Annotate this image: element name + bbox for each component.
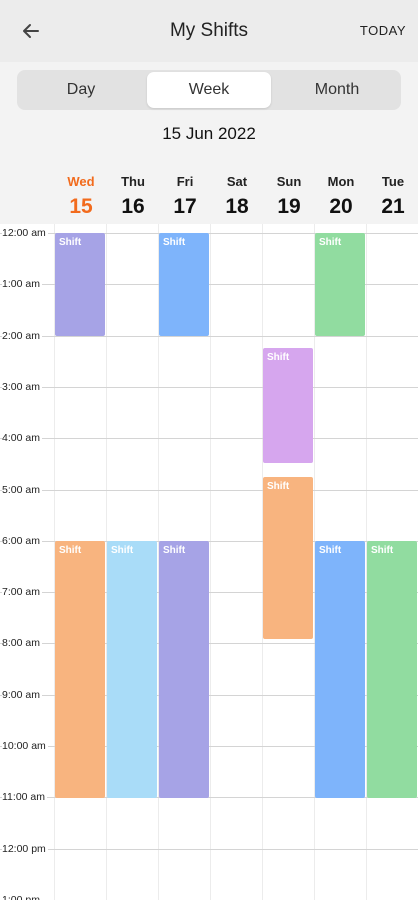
hour-label: 12:00 am xyxy=(2,227,48,239)
view-switcher: Day Week Month xyxy=(17,70,401,110)
hour-gridline xyxy=(0,797,418,798)
shift-block[interactable]: Shift xyxy=(263,477,313,639)
shift-block[interactable]: Shift xyxy=(55,541,105,798)
hour-label: 7:00 am xyxy=(2,586,42,598)
hour-gridline xyxy=(0,387,418,388)
hour-gridline xyxy=(0,438,418,439)
shift-block[interactable]: Shift xyxy=(315,233,365,336)
hour-label: 6:00 am xyxy=(2,535,42,547)
hour-gridline xyxy=(0,695,418,696)
day-name: Fri xyxy=(176,174,194,189)
hour-label: 11:00 am xyxy=(2,791,47,803)
hour-label: 3:00 am xyxy=(2,381,42,393)
day-name: Wed xyxy=(67,174,95,189)
day-column-divider xyxy=(54,224,55,900)
day-name: Sat xyxy=(226,174,248,189)
hour-label: 2:00 am xyxy=(2,330,42,342)
app-header: My Shifts TODAY xyxy=(0,0,418,62)
day-number: 19 xyxy=(277,195,301,218)
day-header-tue[interactable]: Tue 21 xyxy=(367,174,418,219)
shift-label: Shift xyxy=(59,545,82,556)
shift-block[interactable]: Shift xyxy=(159,541,209,798)
hour-label: 12:00 pm xyxy=(2,843,48,855)
tab-week[interactable]: Week xyxy=(147,72,271,108)
hour-label: 4:00 am xyxy=(2,432,42,444)
shift-label: Shift xyxy=(267,481,290,492)
hour-label: 9:00 am xyxy=(2,689,42,701)
shift-block[interactable]: Shift xyxy=(107,541,157,798)
hour-gridline xyxy=(0,284,418,285)
today-button[interactable]: TODAY xyxy=(359,23,406,38)
day-number: 20 xyxy=(329,195,353,218)
shift-block[interactable]: Shift xyxy=(367,541,417,798)
current-date: 15 Jun 2022 xyxy=(162,124,256,143)
hour-gridline xyxy=(0,336,418,337)
tab-month[interactable]: Month xyxy=(314,81,360,98)
day-column-divider xyxy=(262,224,263,900)
shift-label: Shift xyxy=(371,545,394,556)
day-column-divider xyxy=(210,224,211,900)
shift-label: Shift xyxy=(163,545,186,556)
day-number: 18 xyxy=(225,195,249,218)
shift-label: Shift xyxy=(111,545,134,556)
hour-label: 8:00 am xyxy=(2,637,42,649)
hour-label: 1:00 pm xyxy=(2,894,42,900)
day-name: Thu xyxy=(121,174,145,189)
day-name: Tue xyxy=(381,174,405,189)
calendar-toolbar: Day Week Month 15 Jun 2022 Wed 15 Thu 16… xyxy=(0,62,418,224)
hour-label: 10:00 am xyxy=(2,740,48,752)
shift-block[interactable]: Shift xyxy=(55,233,105,336)
arrow-left-icon xyxy=(16,16,46,46)
tab-day[interactable]: Day xyxy=(66,81,96,98)
day-header-fri[interactable]: Fri 17 xyxy=(159,174,211,219)
day-header-wed[interactable]: Wed 15 xyxy=(55,174,107,219)
day-header-mon[interactable]: Mon 20 xyxy=(315,174,367,219)
hour-gridline xyxy=(0,490,418,491)
hour-label: 1:00 am xyxy=(2,278,42,290)
day-name: Mon xyxy=(327,174,355,189)
hour-gridline xyxy=(0,746,418,747)
day-number: 16 xyxy=(121,195,145,218)
day-number: 17 xyxy=(173,195,197,218)
hour-gridline xyxy=(0,849,418,850)
page-title: My Shifts xyxy=(169,20,249,41)
shift-block[interactable]: Shift xyxy=(159,233,209,336)
day-name: Sun xyxy=(276,174,302,189)
shift-label: Shift xyxy=(319,545,342,556)
day-number: 15 xyxy=(69,195,93,218)
day-column-divider xyxy=(366,224,367,900)
shift-label: Shift xyxy=(59,237,82,248)
hour-gridline xyxy=(0,233,418,234)
hour-gridline xyxy=(0,643,418,644)
shift-label: Shift xyxy=(267,352,290,363)
hour-gridline xyxy=(0,592,418,593)
shift-block[interactable]: Shift xyxy=(315,541,365,798)
week-grid[interactable]: 12:00 am 1:00 am 2:00 am 3:00 am 4:00 am 5:00… xyxy=(0,224,418,900)
shift-label: Shift xyxy=(163,237,186,248)
day-number: 21 xyxy=(381,195,405,218)
shift-block[interactable]: Shift xyxy=(263,348,313,463)
day-header-sat[interactable]: Sat 18 xyxy=(211,174,263,219)
day-column-divider xyxy=(314,224,315,900)
back-button[interactable] xyxy=(16,16,46,46)
day-header-sun[interactable]: Sun 19 xyxy=(263,174,315,219)
day-header-thu[interactable]: Thu 16 xyxy=(107,174,159,219)
day-column-divider xyxy=(106,224,107,900)
hour-gridline xyxy=(0,541,418,542)
day-column-divider xyxy=(158,224,159,900)
hour-label: 5:00 am xyxy=(2,484,42,496)
shift-label: Shift xyxy=(319,237,342,248)
